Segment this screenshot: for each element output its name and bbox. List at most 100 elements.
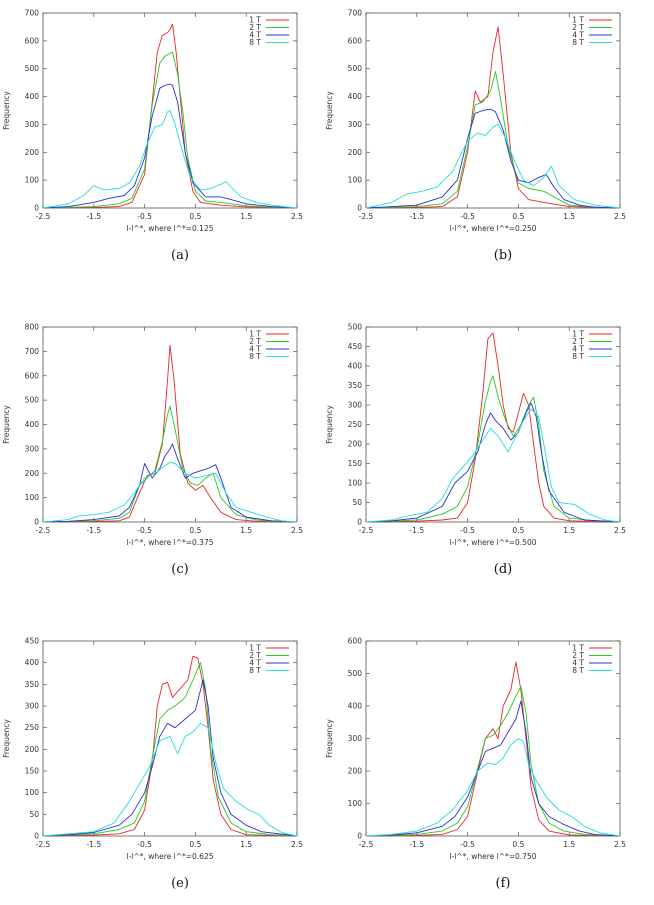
y-tick-label: 100 — [25, 176, 40, 185]
y-tick-label: 400 — [25, 92, 40, 101]
chart-panel: 0 100 200 300 400 500 600 700 -2.5 -1.5 -0.5 0.5 1.5… — [2, 9, 303, 264]
series-line-4t — [42, 83, 298, 209]
y-tick-label: 700 — [25, 347, 40, 356]
x-tick-label: 1.5 — [563, 840, 575, 849]
x-tick-label: -0.5 — [460, 212, 475, 221]
y-axis-label: Frequency — [325, 719, 334, 758]
legend-label: 4 T — [249, 31, 261, 40]
y-tick-label: 50 — [352, 498, 362, 507]
series-line-8t — [365, 123, 621, 209]
y-tick-label: 100 — [348, 176, 363, 185]
x-axis-label: l-l^*, where l^*=0.625 — [127, 852, 214, 861]
series-line-4t — [42, 679, 298, 837]
x-axis-label: l-l^*, where l^*=0.375 — [127, 538, 214, 547]
legend-label: 1 T — [249, 644, 261, 653]
y-tick-label: 200 — [348, 148, 363, 157]
x-tick-label: -2.5 — [36, 840, 51, 849]
legend-label: 1 T — [572, 644, 584, 653]
y-tick-label: 500 — [348, 323, 363, 332]
x-tick-label: -2.5 — [36, 526, 51, 535]
y-tick-label: 0 — [357, 832, 362, 841]
y-axis-label: Frequency — [2, 405, 11, 444]
y-tick-label: 200 — [348, 767, 363, 776]
x-tick-label: -0.5 — [137, 212, 152, 221]
legend-label: 2 T — [249, 651, 261, 660]
y-tick-label: 300 — [25, 120, 40, 129]
x-tick-label: 1.5 — [240, 212, 252, 221]
legend-label: 2 T — [572, 337, 584, 346]
series-line-2t — [365, 375, 621, 523]
panel-caption: (c) — [171, 562, 188, 577]
x-tick-label: -0.5 — [460, 526, 475, 535]
x-tick-label: 0.5 — [512, 526, 524, 535]
x-tick-label: 0.5 — [189, 212, 201, 221]
x-tick-label: 2.5 — [614, 526, 626, 535]
y-tick-label: 400 — [348, 702, 363, 711]
y-tick-label: 500 — [25, 64, 40, 73]
y-tick-label: 700 — [25, 9, 40, 18]
panel-caption: (f) — [496, 876, 511, 891]
series-line-1t — [42, 655, 298, 837]
series-line-4t — [365, 108, 621, 209]
x-tick-label: -0.5 — [137, 840, 152, 849]
x-tick-label: 0.5 — [189, 840, 201, 849]
chart-panel: 0 100 200 300 400 500 600 -2.5 -1.5 -0.5 0.5 1.5 2.5… — [325, 637, 626, 892]
legend-label: 4 T — [572, 31, 584, 40]
y-tick-label: 0 — [34, 204, 39, 213]
y-tick-label: 600 — [348, 637, 363, 646]
y-tick-label: 400 — [25, 658, 40, 667]
y-tick-label: 600 — [25, 36, 40, 45]
series-line-1t — [365, 661, 621, 837]
plot-frame — [365, 12, 621, 209]
y-tick-label: 150 — [25, 767, 40, 776]
x-tick-label: 2.5 — [291, 526, 303, 535]
x-tick-label: -1.5 — [409, 526, 424, 535]
x-tick-label: -1.5 — [409, 212, 424, 221]
y-tick-label: 350 — [348, 381, 363, 390]
y-tick-label: 300 — [348, 120, 363, 129]
x-tick-label: -1.5 — [86, 212, 101, 221]
y-tick-label: 300 — [25, 444, 40, 453]
y-tick-label: 450 — [348, 342, 363, 351]
x-tick-label: 0.5 — [189, 526, 201, 535]
y-tick-label: 100 — [25, 493, 40, 502]
x-axis-label: l-l^*, where l^*=0.125 — [127, 224, 214, 233]
y-tick-label: 100 — [348, 799, 363, 808]
panel-caption: (d) — [494, 562, 512, 577]
x-axis-label: l-l^*, where l^*=0.750 — [450, 852, 537, 861]
x-tick-label: -2.5 — [359, 526, 374, 535]
legend-label: 4 T — [572, 345, 584, 354]
panel-caption: (e) — [171, 876, 189, 891]
x-tick-label: 2.5 — [291, 212, 303, 221]
y-tick-label: 800 — [25, 323, 40, 332]
series-line-4t — [42, 443, 298, 523]
y-tick-label: 450 — [25, 637, 40, 646]
series-line-2t — [42, 51, 298, 209]
panel-caption: (b) — [494, 248, 512, 263]
series-line-2t — [365, 686, 621, 837]
x-tick-label: -2.5 — [359, 840, 374, 849]
legend-label: 2 T — [249, 23, 261, 32]
y-tick-label: 400 — [25, 420, 40, 429]
y-axis-label: Frequency — [325, 405, 334, 444]
y-tick-label: 0 — [357, 204, 362, 213]
x-tick-label: 1.5 — [563, 526, 575, 535]
x-tick-label: -1.5 — [409, 840, 424, 849]
legend-label: 4 T — [572, 659, 584, 668]
y-tick-label: 100 — [25, 788, 40, 797]
y-tick-label: 350 — [25, 680, 40, 689]
y-axis-label: Frequency — [325, 91, 334, 130]
series-line-8t — [42, 722, 298, 837]
x-tick-label: 2.5 — [291, 840, 303, 849]
series-line-1t — [365, 332, 621, 523]
x-tick-label: -0.5 — [460, 840, 475, 849]
y-tick-label: 300 — [348, 734, 363, 743]
x-tick-label: 1.5 — [563, 212, 575, 221]
legend-label: 8 T — [572, 666, 584, 675]
legend-label: 8 T — [249, 666, 261, 675]
legend-label: 8 T — [249, 352, 261, 361]
legend-label: 8 T — [572, 352, 584, 361]
y-tick-label: 500 — [25, 396, 40, 405]
series-line-8t — [365, 408, 621, 523]
